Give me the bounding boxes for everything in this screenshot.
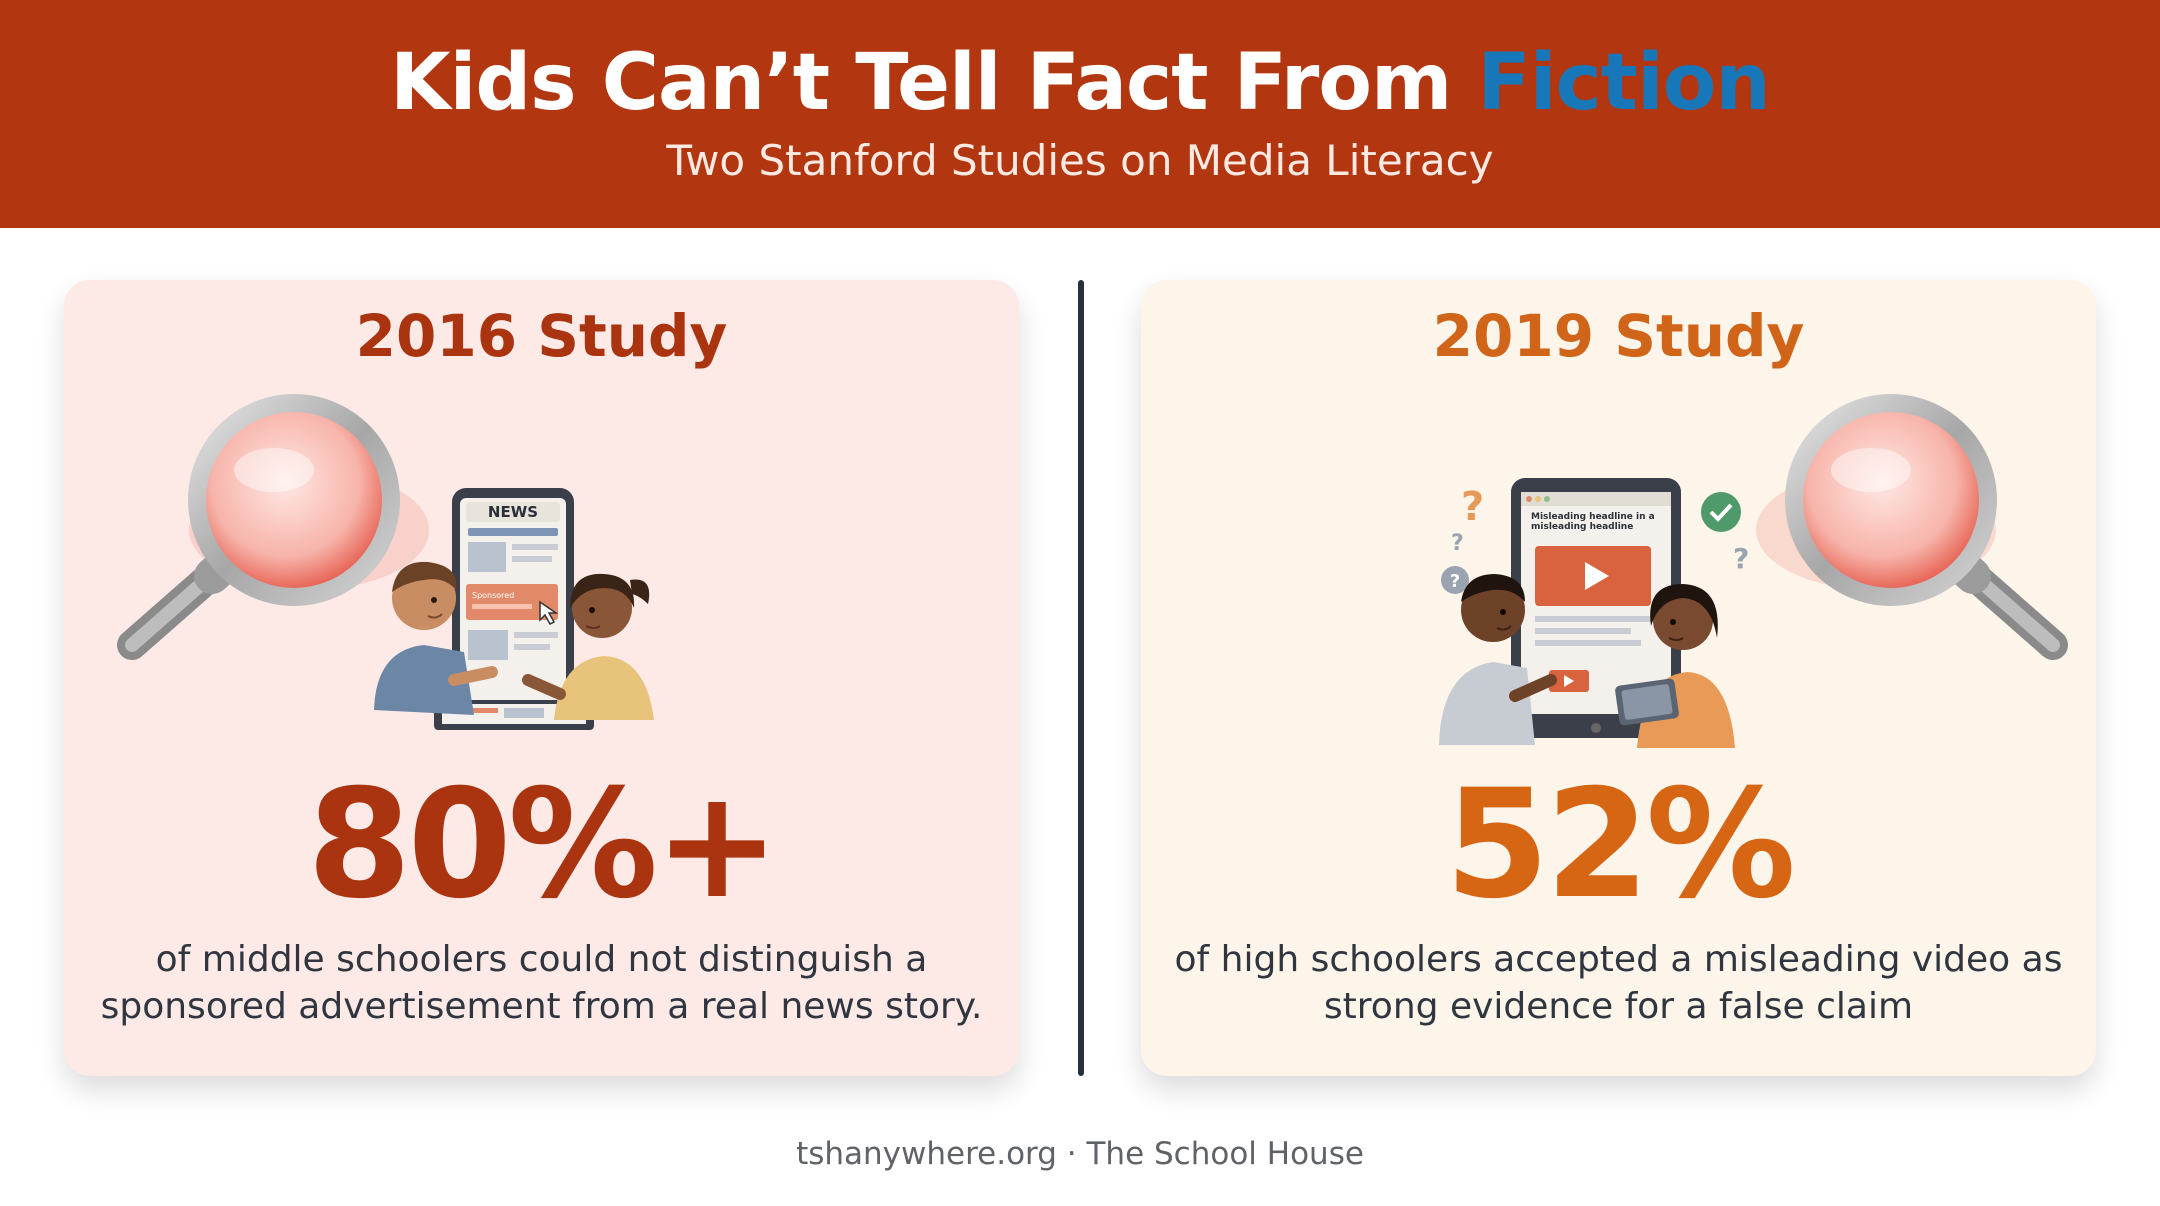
screen-tag: Sponsored — [472, 591, 514, 600]
header-banner: Kids Can’t Tell Fact From Fiction Two St… — [0, 0, 2160, 228]
study-title: 2016 Study — [355, 302, 728, 370]
magnifying-glass-icon — [117, 394, 429, 660]
footer-credit: tshanywhere.org · The School House — [796, 1136, 1364, 1172]
checkmark-icon — [1701, 492, 1741, 532]
study-card-2019: 2019 Study ? ? ? ? — [1141, 280, 2096, 1076]
student-girl — [522, 573, 654, 720]
study-card-2016: 2016 Study NEWS — [64, 280, 1019, 1076]
page-subtitle: Two Stanford Studies on Media Literacy — [666, 136, 1494, 185]
screen-headline: Misleading headline in a misleading head… — [1531, 512, 1655, 532]
cursor-icon — [539, 600, 559, 625]
students-phone-illustration: NEWS Sponsored — [374, 488, 654, 730]
stat-value: 52% — [1444, 758, 1796, 932]
play-icon — [1585, 562, 1609, 590]
question-mark-icon: ? — [1451, 531, 1464, 556]
student-boy — [374, 561, 498, 715]
stat-description: of high schoolers accepted a misleading … — [1174, 939, 2063, 1027]
stat-value: 80%+ — [307, 758, 780, 932]
screen-header: NEWS — [488, 503, 538, 521]
title-accent: Fiction — [1477, 38, 1770, 128]
question-mark-icon: ? — [1733, 542, 1749, 575]
card-divider — [1078, 280, 1084, 1076]
title-main: Kids Can’t Tell Fact From — [390, 38, 1452, 128]
play-icon — [1564, 675, 1574, 687]
stat-description: of middle schoolers could not distinguis… — [100, 939, 983, 1027]
students-tablet-illustration: ? ? ? ? Misleading headline in a mislead… — [1439, 478, 1749, 748]
question-mark-icon: ? — [1450, 571, 1460, 592]
study-title: 2019 Study — [1432, 302, 1805, 370]
magnifying-glass-icon — [1756, 394, 2068, 660]
student-girl — [1615, 584, 1735, 748]
student-boy — [1439, 574, 1557, 745]
page-title: Kids Can’t Tell Fact From Fiction — [0, 38, 2160, 128]
question-mark-icon: ? — [1461, 484, 1484, 530]
